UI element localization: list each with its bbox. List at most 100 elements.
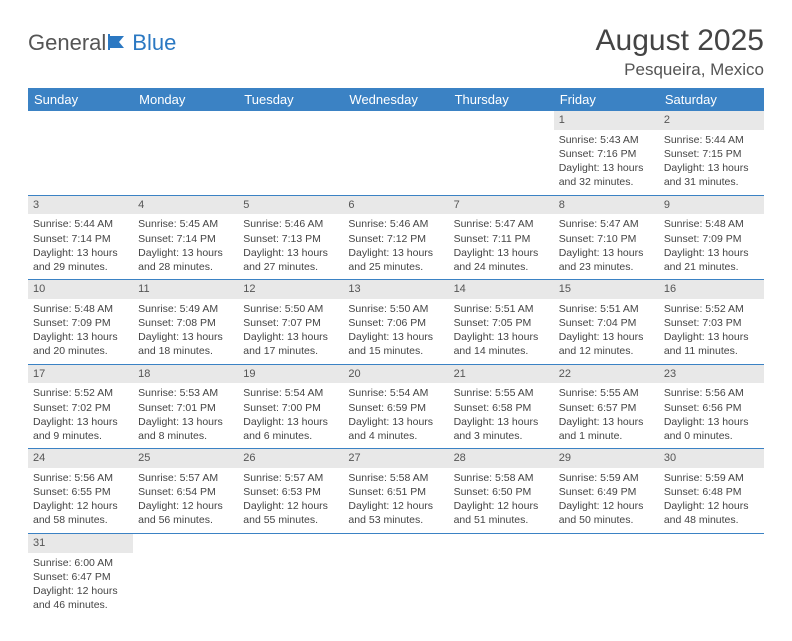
sunrise-text: Sunrise: 5:56 AM — [33, 471, 128, 485]
sunset-text: Sunset: 7:14 PM — [33, 232, 128, 246]
day-header-row: Sunday Monday Tuesday Wednesday Thursday… — [28, 88, 764, 111]
sunrise-text: Sunrise: 5:48 AM — [33, 302, 128, 316]
daylight-text: and 46 minutes. — [33, 598, 128, 612]
sunrise-text: Sunrise: 5:58 AM — [454, 471, 549, 485]
sunset-text: Sunset: 7:06 PM — [348, 316, 443, 330]
daylight-text: Daylight: 12 hours — [559, 499, 654, 513]
sunrise-text: Sunrise: 5:54 AM — [348, 386, 443, 400]
calendar-cell: 8Sunrise: 5:47 AMSunset: 7:10 PMDaylight… — [554, 195, 659, 280]
day-number: 10 — [28, 280, 133, 299]
calendar-cell: 21Sunrise: 5:55 AMSunset: 6:58 PMDayligh… — [449, 364, 554, 449]
sunset-text: Sunset: 6:48 PM — [664, 485, 759, 499]
daylight-text: and 4 minutes. — [348, 429, 443, 443]
calendar-cell: 23Sunrise: 5:56 AMSunset: 6:56 PMDayligh… — [659, 364, 764, 449]
sunrise-text: Sunrise: 5:59 AM — [664, 471, 759, 485]
day-number: 25 — [133, 449, 238, 468]
day-number: 8 — [554, 196, 659, 215]
day-number: 9 — [659, 196, 764, 215]
daylight-text: and 29 minutes. — [33, 260, 128, 274]
calendar-cell: 25Sunrise: 5:57 AMSunset: 6:54 PMDayligh… — [133, 449, 238, 534]
day-number: 30 — [659, 449, 764, 468]
daylight-text: Daylight: 13 hours — [559, 161, 654, 175]
calendar-cell: 4Sunrise: 5:45 AMSunset: 7:14 PMDaylight… — [133, 195, 238, 280]
daylight-text: and 8 minutes. — [138, 429, 233, 443]
calendar-cell — [28, 111, 133, 195]
daylight-text: and 21 minutes. — [664, 260, 759, 274]
logo-text-b: Blue — [132, 30, 176, 56]
daylight-text: Daylight: 13 hours — [348, 246, 443, 260]
daylight-text: and 12 minutes. — [559, 344, 654, 358]
day-number: 23 — [659, 365, 764, 384]
daylight-text: Daylight: 13 hours — [664, 330, 759, 344]
daylight-text: Daylight: 13 hours — [243, 330, 338, 344]
daylight-text: Daylight: 13 hours — [138, 415, 233, 429]
calendar-cell — [238, 533, 343, 617]
day-number: 5 — [238, 196, 343, 215]
calendar-cell: 15Sunrise: 5:51 AMSunset: 7:04 PMDayligh… — [554, 280, 659, 365]
daylight-text: and 15 minutes. — [348, 344, 443, 358]
daylight-text: Daylight: 12 hours — [33, 499, 128, 513]
sunrise-text: Sunrise: 5:47 AM — [559, 217, 654, 231]
sunrise-text: Sunrise: 5:45 AM — [138, 217, 233, 231]
day-number: 28 — [449, 449, 554, 468]
daylight-text: Daylight: 13 hours — [559, 246, 654, 260]
daylight-text: and 51 minutes. — [454, 513, 549, 527]
calendar-cell — [238, 111, 343, 195]
calendar-row: 17Sunrise: 5:52 AMSunset: 7:02 PMDayligh… — [28, 364, 764, 449]
daylight-text: Daylight: 13 hours — [243, 246, 338, 260]
calendar-cell — [449, 111, 554, 195]
calendar-cell: 26Sunrise: 5:57 AMSunset: 6:53 PMDayligh… — [238, 449, 343, 534]
calendar-cell — [133, 111, 238, 195]
day-number: 12 — [238, 280, 343, 299]
sunset-text: Sunset: 7:16 PM — [559, 147, 654, 161]
sunset-text: Sunset: 7:07 PM — [243, 316, 338, 330]
day-number: 6 — [343, 196, 448, 215]
calendar-cell: 20Sunrise: 5:54 AMSunset: 6:59 PMDayligh… — [343, 364, 448, 449]
day-number: 2 — [659, 111, 764, 130]
daylight-text: Daylight: 13 hours — [664, 246, 759, 260]
calendar-cell: 30 Sunrise: 5:59 AMSunset: 6:48 PMDayligh… — [659, 449, 764, 534]
sunrise-text: Sunrise: 5:55 AM — [454, 386, 549, 400]
daylight-text: and 58 minutes. — [33, 513, 128, 527]
sunset-text: Sunset: 7:00 PM — [243, 401, 338, 415]
daylight-text: and 48 minutes. — [664, 513, 759, 527]
day-number: 27 — [343, 449, 448, 468]
calendar-row: 3Sunrise: 5:44 AMSunset: 7:14 PMDaylight… — [28, 195, 764, 280]
day-number: 3 — [28, 196, 133, 215]
calendar-cell — [659, 533, 764, 617]
daylight-text: Daylight: 13 hours — [454, 415, 549, 429]
daylight-text: and 11 minutes. — [664, 344, 759, 358]
calendar-cell: 1Sunrise: 5:43 AMSunset: 7:16 PMDaylight… — [554, 111, 659, 195]
page-subtitle: Pesqueira, Mexico — [596, 60, 764, 80]
sunset-text: Sunset: 6:59 PM — [348, 401, 443, 415]
day-header: Friday — [554, 88, 659, 111]
sunrise-text: Sunrise: 5:53 AM — [138, 386, 233, 400]
daylight-text: Daylight: 13 hours — [454, 330, 549, 344]
sunset-text: Sunset: 7:09 PM — [33, 316, 128, 330]
calendar-cell: 14Sunrise: 5:51 AMSunset: 7:05 PMDayligh… — [449, 280, 554, 365]
sunset-text: Sunset: 7:11 PM — [454, 232, 549, 246]
sunset-text: Sunset: 6:58 PM — [454, 401, 549, 415]
calendar-cell: 9Sunrise: 5:48 AMSunset: 7:09 PMDaylight… — [659, 195, 764, 280]
daylight-text: Daylight: 12 hours — [664, 499, 759, 513]
daylight-text: and 17 minutes. — [243, 344, 338, 358]
sunset-text: Sunset: 7:13 PM — [243, 232, 338, 246]
daylight-text: Daylight: 13 hours — [559, 330, 654, 344]
daylight-text: and 3 minutes. — [454, 429, 549, 443]
calendar-cell: 22Sunrise: 5:55 AMSunset: 6:57 PMDayligh… — [554, 364, 659, 449]
sunrise-text: Sunrise: 5:49 AM — [138, 302, 233, 316]
daylight-text: and 9 minutes. — [33, 429, 128, 443]
calendar-cell — [554, 533, 659, 617]
daylight-text: Daylight: 12 hours — [454, 499, 549, 513]
sunset-text: Sunset: 7:12 PM — [348, 232, 443, 246]
calendar-cell — [133, 533, 238, 617]
day-header: Wednesday — [343, 88, 448, 111]
daylight-text: Daylight: 12 hours — [348, 499, 443, 513]
sunrise-text: Sunrise: 5:59 AM — [559, 471, 654, 485]
calendar-cell: 10Sunrise: 5:48 AMSunset: 7:09 PMDayligh… — [28, 280, 133, 365]
page-title: August 2025 — [596, 24, 764, 58]
daylight-text: and 23 minutes. — [559, 260, 654, 274]
day-number: 19 — [238, 365, 343, 384]
sunrise-text: Sunrise: 5:58 AM — [348, 471, 443, 485]
day-number: 22 — [554, 365, 659, 384]
